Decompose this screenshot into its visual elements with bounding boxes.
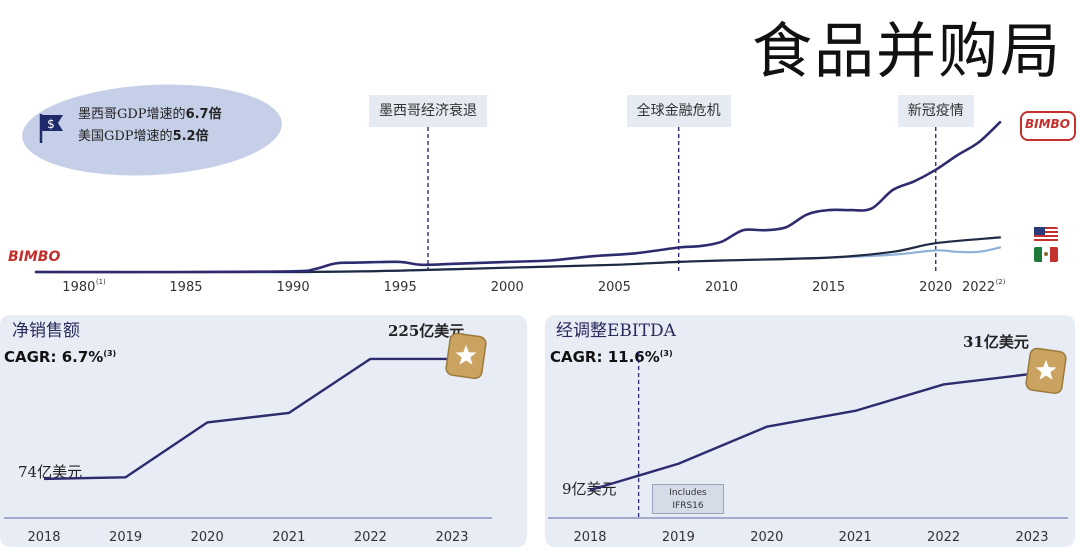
callout-line-us: 美国GDP增速的5.2倍: [78, 129, 209, 144]
ebitda-series-line: [589, 372, 1033, 492]
ebitda-tick-2020: 2020: [750, 530, 783, 545]
timeline-tick-2015: 2015: [812, 280, 845, 295]
net-sales-tick-2020: 2020: [191, 530, 224, 545]
svg-text:$: $: [47, 117, 55, 131]
net-sales-start-label: 74亿美元: [18, 463, 83, 481]
event-label-mexico-recession: 墨西哥经济衰退: [369, 95, 488, 127]
net-sales-star-icon: [455, 344, 477, 365]
dollar-flag-icon: $: [38, 112, 66, 148]
callout-text: 墨西哥GDP增速的6.7倍 美国GDP增速的5.2倍: [78, 104, 222, 148]
timeline-tick-2000: 2000: [491, 280, 524, 295]
timeline-series-1: [34, 236, 1002, 274]
page-title: 食品并购局: [752, 17, 1062, 87]
timeline-tick-1980: 1980: [62, 280, 95, 295]
timeline-tick-2020: 2020: [919, 280, 952, 295]
net-sales-title: 净销售额: [12, 321, 80, 341]
timeline-tick-2010: 2010: [705, 280, 738, 295]
ebitda-panel: [545, 315, 1075, 547]
timeline-tick-1985: 1985: [169, 280, 202, 295]
ebitda-star-icon: [1035, 359, 1057, 380]
bimbo-logo-left: BIMBO: [8, 249, 61, 265]
us-flag-icon: [1034, 227, 1058, 242]
timeline-tick-2022: 2022: [962, 280, 995, 295]
ebitda-tick-2019: 2019: [662, 530, 695, 545]
net-sales-end-label: 225亿美元: [388, 322, 465, 340]
ebitda-tick-2021: 2021: [839, 530, 872, 545]
ebitda-end-label: 31亿美元: [963, 333, 1029, 351]
net-sales-tick-2023: 2023: [435, 530, 468, 545]
timeline-tick-note-2022: (2): [996, 278, 1006, 286]
event-label-financial-crisis: 全球金融危机: [626, 95, 731, 127]
ebitda-cagr: CAGR: 11.6%(3): [550, 348, 673, 366]
net-sales-tick-2021: 2021: [272, 530, 305, 545]
timeline-tick-2005: 2005: [598, 280, 631, 295]
net-sales-tick-2018: 2018: [27, 530, 60, 545]
bimbo-logo-right-text: BIMBO: [1025, 117, 1070, 131]
bimbo-logo-right: [1020, 111, 1076, 141]
net-sales-tick-2022: 2022: [354, 530, 387, 545]
timeline-tick-1995: 1995: [384, 280, 417, 295]
event-label-covid: 新冠疫情: [897, 95, 974, 127]
ifrs16-marker-label: Includes IFRS16: [652, 484, 724, 514]
timeline-series-0: [34, 120, 1002, 274]
ebitda-title: 经调整EBITDA: [556, 321, 676, 341]
net-sales-cagr: CAGR: 6.7%(3): [4, 348, 117, 366]
net-sales-panel: [0, 315, 527, 547]
timeline-tick-1990: 1990: [277, 280, 310, 295]
ebitda-tick-2023: 2023: [1015, 530, 1048, 545]
ebitda-tick-2018: 2018: [573, 530, 606, 545]
timeline-tick-note-1980: (1): [96, 278, 106, 286]
ebitda-start-label: 9亿美元: [562, 480, 617, 498]
ebitda-tick-2022: 2022: [927, 530, 960, 545]
callout-line-mexico: 墨西哥GDP增速的6.7倍: [78, 107, 222, 122]
net-sales-tick-2019: 2019: [109, 530, 142, 545]
mexico-flag-icon: [1034, 247, 1058, 262]
net-sales-series-line: [43, 357, 452, 481]
